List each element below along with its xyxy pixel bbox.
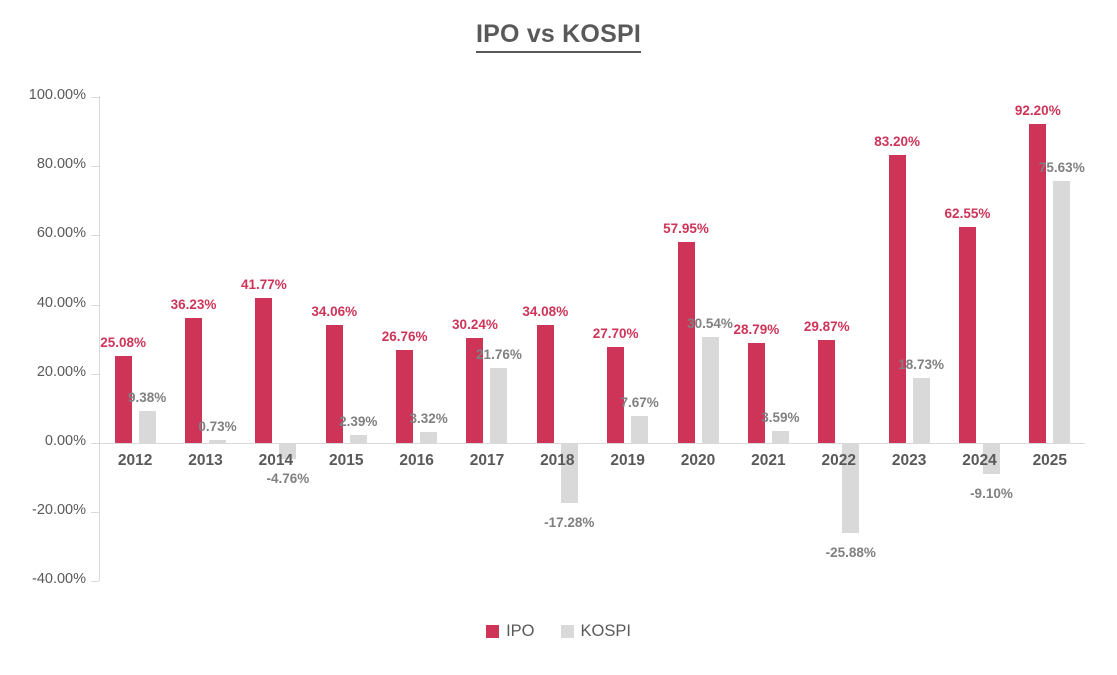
y-axis-tick-label: 40.00% (36, 294, 86, 311)
bar-kospi-2012[interactable] (138, 410, 156, 443)
bar-kospi-2017[interactable] (490, 367, 508, 443)
bar-kospi-2016[interactable] (420, 431, 438, 443)
y-axis-tick (91, 443, 99, 444)
bar-ipo-2015[interactable] (325, 325, 343, 443)
bar-kospi-2015[interactable] (349, 434, 367, 443)
chart-title-text: IPO vs KOSPI (476, 20, 641, 53)
bar-label-ipo-2016: 26.76% (381, 329, 428, 345)
x-axis-label-2013: 2013 (188, 452, 223, 469)
y-axis-tick (91, 581, 99, 583)
legend-item-ipo[interactable]: IPO (486, 622, 535, 641)
bar-label-kospi-2014: -4.76% (266, 471, 310, 487)
bar-label-kospi-2022: -25.88% (825, 544, 876, 560)
bar-label-ipo-2013: 36.23% (170, 296, 217, 312)
y-axis-tick-label: 60.00% (36, 225, 86, 242)
bar-label-ipo-2020: 57.95% (663, 221, 709, 237)
bar-label-ipo-2015: 34.06% (311, 304, 358, 320)
y-axis-tick (91, 512, 99, 514)
bar-label-kospi-2013: 0.73% (198, 419, 237, 435)
bar-ipo-2025[interactable] (1029, 123, 1047, 443)
bar-ipo-2019[interactable] (607, 347, 625, 443)
bar-kospi-2024[interactable] (982, 443, 1000, 475)
bar-ipo-2013[interactable] (185, 317, 203, 443)
x-axis-label-2012: 2012 (117, 452, 153, 469)
bar-ipo-2016[interactable] (396, 350, 414, 443)
x-axis-label-2017: 2017 (469, 452, 505, 469)
y-axis-tick (91, 166, 99, 168)
y-axis-tick (91, 235, 99, 237)
bar-kospi-2023[interactable] (912, 378, 930, 443)
bar-ipo-2023[interactable] (888, 155, 906, 443)
bar-kospi-2018[interactable] (560, 443, 578, 503)
x-axis-label-2021: 2021 (751, 452, 786, 469)
bar-label-ipo-2025: 92.20% (1014, 102, 1061, 118)
bar-ipo-2012[interactable] (114, 356, 132, 443)
bar-label-kospi-2012: 9.38% (128, 389, 167, 405)
legend-swatch-icon-kospi (560, 625, 574, 638)
y-axis-tick (91, 373, 99, 375)
y-axis-tick-label: 100.00% (28, 87, 86, 103)
x-axis-label-2016: 2016 (399, 452, 434, 469)
y-axis-tick (91, 97, 99, 98)
bar-kospi-2021[interactable] (771, 430, 789, 443)
legend-label-ipo: IPO (506, 622, 535, 640)
bar-ipo-2017[interactable] (466, 338, 484, 443)
x-axis-label-2018: 2018 (540, 452, 575, 469)
bar-kospi-2025[interactable] (1053, 181, 1071, 443)
bar-label-kospi-2017: 21.76% (476, 346, 522, 362)
y-axis-tick-label: 0.00% (44, 433, 86, 449)
bar-ipo-2020[interactable] (677, 242, 695, 443)
bar-ipo-2022[interactable] (818, 339, 836, 443)
bar-ipo-2024[interactable] (958, 226, 976, 443)
x-axis-label-2024: 2024 (962, 452, 997, 469)
bar-label-ipo-2021: 28.79% (733, 322, 780, 338)
bar-ipo-2018[interactable] (536, 325, 554, 443)
y-axis-tick (91, 304, 99, 306)
legend-label-kospi: KOSPI (580, 622, 631, 640)
x-axis-label-2022: 2022 (821, 452, 856, 469)
bar-label-ipo-2017: 30.24% (452, 317, 498, 333)
legend-swatch-icon-ipo (486, 625, 500, 638)
y-axis-tick-label: 20.00% (36, 363, 86, 380)
bar-kospi-2019[interactable] (631, 416, 649, 443)
bar-label-kospi-2018: -17.28% (544, 514, 595, 530)
x-axis-label-2023: 2023 (891, 452, 927, 469)
y-axis-tick-label: -20.00% (31, 502, 86, 519)
bar-label-kospi-2024: -9.10% (970, 486, 1013, 502)
bar-label-kospi-2021: 3.59% (761, 409, 800, 425)
x-axis-label-2020: 2020 (680, 452, 716, 469)
bar-label-ipo-2012: 25.08% (100, 335, 147, 351)
bar-label-kospi-2015: 2.39% (339, 413, 378, 429)
bar-label-ipo-2014: 41.77% (240, 277, 287, 293)
bar-kospi-2013[interactable] (209, 440, 227, 443)
bar-label-kospi-2016: 3.32% (409, 410, 448, 426)
bar-ipo-2014[interactable] (255, 298, 273, 443)
x-axis-label-2025: 2025 (1032, 452, 1068, 469)
plot-area (100, 97, 1085, 443)
x-axis-label-2015: 2015 (328, 452, 364, 469)
chart-legend: IPO KOSPI (0, 622, 1117, 641)
chart-title: IPO vs KOSPI (0, 20, 1117, 53)
bar-kospi-2022[interactable] (842, 443, 860, 533)
bar-ipo-2021[interactable] (747, 343, 765, 443)
y-axis-tick-label: 80.00% (36, 156, 86, 173)
legend-item-kospi[interactable]: KOSPI (560, 622, 631, 641)
bar-label-ipo-2024: 62.55% (944, 205, 991, 221)
bar-label-ipo-2023: 83.20% (874, 134, 920, 150)
bar-label-ipo-2018: 34.08% (522, 304, 569, 320)
bar-kospi-2020[interactable] (701, 337, 719, 443)
bar-label-kospi-2019: 7.67% (620, 395, 659, 411)
bar-label-ipo-2022: 29.87% (803, 318, 850, 334)
bar-label-kospi-2025: 75.63% (1038, 160, 1085, 176)
zero-baseline (99, 443, 1085, 444)
x-axis-label-2014: 2014 (258, 452, 294, 469)
bar-label-ipo-2019: 27.70% (592, 326, 639, 342)
y-axis-line (99, 96, 100, 581)
bar-label-kospi-2020: 30.54% (687, 316, 733, 332)
bar-label-kospi-2023: 18.73% (898, 357, 944, 373)
bar-kospi-2014[interactable] (279, 443, 297, 460)
y-axis-tick-label: -40.00% (31, 571, 86, 588)
x-axis-label-2019: 2019 (610, 452, 645, 469)
